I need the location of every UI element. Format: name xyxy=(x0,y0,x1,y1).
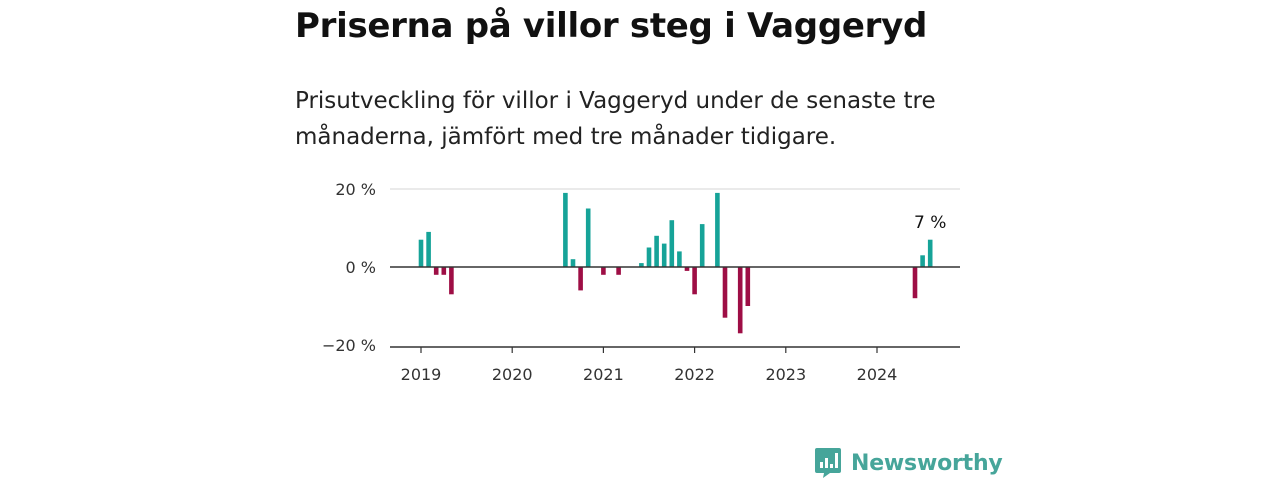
label-layer: 20 % 0 % −20 % 2019 2020 2021 2022 2023 2024 7 % xyxy=(322,180,946,384)
x-tick-label: 2020 xyxy=(492,365,533,384)
bar-2019-04 xyxy=(441,267,447,275)
axis-layer xyxy=(390,266,960,353)
bar-2022-04 xyxy=(715,192,720,267)
y-tick-label: 20 % xyxy=(335,180,376,199)
bar-2020-09 xyxy=(570,259,576,267)
bar-2022-02 xyxy=(699,224,705,267)
bar-2019-05 xyxy=(449,267,454,295)
bar-2022-08 xyxy=(745,267,751,306)
bar-2021-01 xyxy=(601,267,606,275)
bar-2024-07 xyxy=(920,255,925,267)
bar-2020-11 xyxy=(585,208,591,267)
bar-2021-03 xyxy=(616,267,621,275)
y-tick-label: 0 % xyxy=(346,258,376,277)
bar-2024-08 xyxy=(927,239,933,267)
bar-2022-07 xyxy=(737,267,743,334)
newsworthy-brand[interactable]: Newsworthy xyxy=(814,446,1003,480)
x-tick-label: 2021 xyxy=(583,365,624,384)
x-tick-label: 2019 xyxy=(401,365,442,384)
bar-2019-02 xyxy=(426,231,431,267)
bar-2024-06 xyxy=(912,267,918,299)
bar-2022-01 xyxy=(692,267,697,295)
x-tick-label: 2024 xyxy=(857,365,898,384)
bar-2020-10 xyxy=(578,267,583,291)
bar-2022-05 xyxy=(722,267,728,318)
x-tick-label: 2023 xyxy=(765,365,806,384)
chart-subtitle: Prisutveckling för villor i Vaggeryd und… xyxy=(295,88,936,150)
brand-name: Newsworthy xyxy=(851,450,1003,476)
y-tick-label: −20 % xyxy=(322,336,376,355)
bar-2021-09 xyxy=(661,243,667,267)
x-tick-label: 2022 xyxy=(674,365,715,384)
bar-2019-03 xyxy=(433,267,439,275)
bar-layer xyxy=(418,192,933,334)
bar-2021-11 xyxy=(677,251,682,267)
bar-2020-08 xyxy=(563,192,568,267)
bar-2021-12 xyxy=(684,267,690,271)
bar-2019-01 xyxy=(418,239,424,267)
bar-2021-07 xyxy=(646,247,652,267)
latest-value-label: 7 % xyxy=(914,213,946,233)
bar-2021-10 xyxy=(669,220,675,267)
bar-2021-08 xyxy=(654,235,659,267)
newsworthy-logo-icon xyxy=(815,448,841,478)
bar-2021-06 xyxy=(639,263,644,267)
page-title: Priserna på villor steg i Vaggeryd xyxy=(295,6,928,46)
